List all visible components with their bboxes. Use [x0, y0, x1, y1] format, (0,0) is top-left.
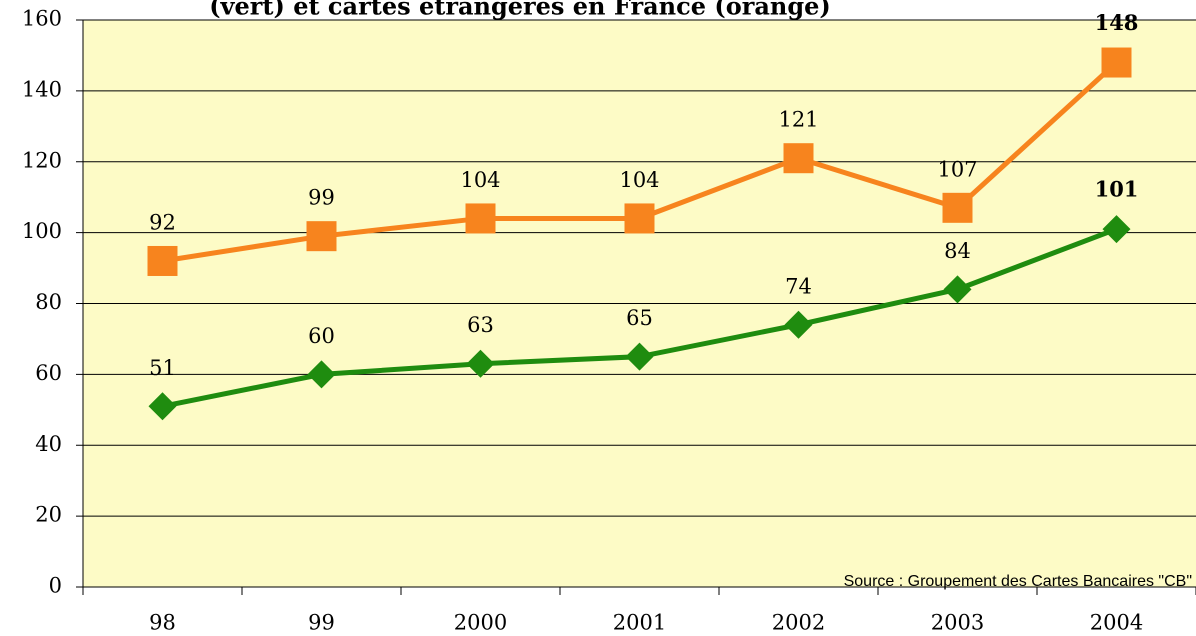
marker [1102, 215, 1131, 244]
marker [147, 245, 178, 276]
x-tick-label: 2004 [1090, 611, 1143, 635]
marker [148, 392, 177, 421]
y-tick-label: 40 [35, 432, 62, 456]
y-tick-label: 0 [49, 574, 62, 598]
chart-title: (vert) et cartes étrangères en France (o… [209, 0, 831, 21]
y-tick-label: 140 [22, 77, 62, 101]
marker [624, 203, 655, 234]
x-tick-label: 99 [308, 611, 335, 635]
data-label: 148 [1095, 10, 1139, 35]
data-label: 51 [149, 356, 176, 380]
data-label: 121 [778, 108, 818, 132]
y-tick-label: 160 [22, 7, 62, 31]
y-tick-label: 20 [35, 503, 62, 527]
data-label: 104 [460, 168, 500, 192]
marker [307, 360, 336, 389]
data-label: 65 [626, 306, 653, 330]
marker [783, 143, 814, 174]
annotation: Source : Groupement des Cartes Bancaires… [844, 573, 1192, 590]
data-label: 99 [308, 186, 335, 210]
data-label: 107 [937, 157, 977, 181]
marker [466, 349, 495, 378]
data-label: 63 [467, 313, 494, 337]
x-tick-label: 2000 [454, 611, 507, 635]
data-label: 104 [619, 168, 659, 192]
x-tick-label: 98 [149, 611, 176, 635]
data-label: 60 [308, 324, 335, 348]
y-tick-label: 80 [35, 290, 62, 314]
x-tick-label: 2002 [772, 611, 825, 635]
x-tick-label: 2003 [931, 611, 984, 635]
marker [942, 192, 973, 223]
y-tick-label: 60 [35, 361, 62, 385]
marker [465, 203, 496, 234]
marker [784, 310, 813, 339]
data-label: 74 [785, 274, 812, 298]
y-tick-label: 100 [22, 219, 62, 243]
y-tick-label: 120 [22, 148, 62, 172]
data-label: 101 [1095, 177, 1139, 202]
data-label: 84 [944, 239, 971, 263]
data-label: 92 [149, 210, 176, 234]
x-tick-label: 2001 [613, 611, 666, 635]
marker [943, 275, 972, 304]
marker [306, 221, 337, 252]
marker [1101, 47, 1132, 78]
marker [625, 342, 654, 371]
